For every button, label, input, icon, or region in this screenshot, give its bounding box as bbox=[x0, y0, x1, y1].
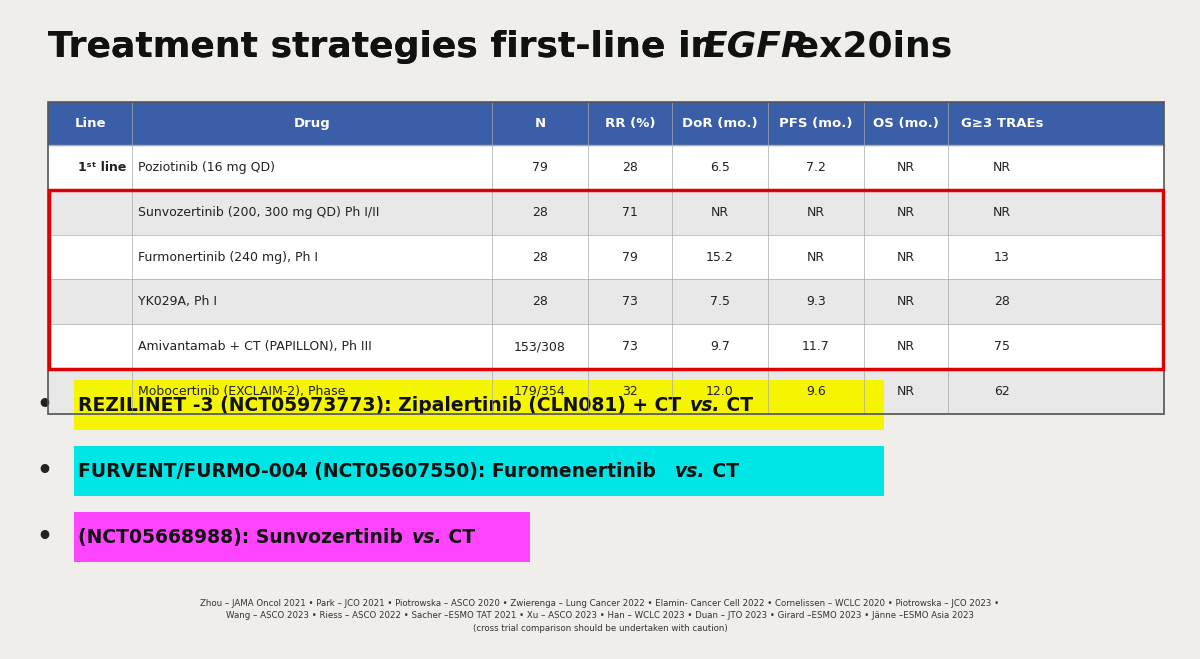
Text: NR: NR bbox=[896, 385, 916, 398]
Bar bbox=[48, 324, 1164, 369]
Text: Mobocertinib (EXCLAIM-2), Phase: Mobocertinib (EXCLAIM-2), Phase bbox=[138, 385, 346, 398]
Text: Amivantamab + CT (PAPILLON), Ph III: Amivantamab + CT (PAPILLON), Ph III bbox=[138, 340, 372, 353]
Text: 28: 28 bbox=[622, 161, 638, 174]
Text: •: • bbox=[36, 525, 52, 549]
Text: NR: NR bbox=[896, 295, 916, 308]
Text: (NCT05668988): Sunvozertinib: (NCT05668988): Sunvozertinib bbox=[78, 528, 409, 546]
Text: 32: 32 bbox=[622, 385, 638, 398]
Text: •: • bbox=[36, 459, 52, 483]
FancyBboxPatch shape bbox=[74, 512, 530, 562]
Text: PFS (mo.): PFS (mo.) bbox=[779, 117, 853, 130]
Text: vs.: vs. bbox=[412, 528, 442, 546]
FancyBboxPatch shape bbox=[48, 102, 1164, 145]
Text: 79: 79 bbox=[532, 161, 548, 174]
Bar bbox=[48, 190, 1164, 235]
Text: NR: NR bbox=[992, 206, 1012, 219]
Bar bbox=[48, 235, 1164, 279]
Bar bbox=[48, 279, 1164, 324]
Bar bbox=[48, 369, 1164, 414]
Text: OS (mo.): OS (mo.) bbox=[874, 117, 938, 130]
Text: •: • bbox=[36, 393, 52, 417]
Text: 7.2: 7.2 bbox=[806, 161, 826, 174]
Text: FURVENT/FURMO-004 (NCT05607550): Furomenertinib: FURVENT/FURMO-004 (NCT05607550): Furomen… bbox=[78, 462, 662, 480]
Text: Furmonertinib (240 mg), Ph I: Furmonertinib (240 mg), Ph I bbox=[138, 250, 318, 264]
Text: vs.: vs. bbox=[690, 396, 720, 415]
Text: G≥3 TRAEs: G≥3 TRAEs bbox=[961, 117, 1043, 130]
Text: 71: 71 bbox=[622, 206, 638, 219]
Text: NR: NR bbox=[806, 250, 826, 264]
Text: Treatment strategies first-line in: Treatment strategies first-line in bbox=[48, 30, 728, 64]
Text: CT: CT bbox=[720, 396, 754, 415]
Text: 28: 28 bbox=[994, 295, 1010, 308]
Text: 73: 73 bbox=[622, 340, 638, 353]
Text: 153/308: 153/308 bbox=[514, 340, 566, 353]
Text: YK029A, Ph I: YK029A, Ph I bbox=[138, 295, 217, 308]
Text: Drug: Drug bbox=[294, 117, 330, 130]
Text: 1ˢᵗ line: 1ˢᵗ line bbox=[78, 161, 126, 174]
Text: 13: 13 bbox=[994, 250, 1010, 264]
Text: DoR (mo.): DoR (mo.) bbox=[682, 117, 758, 130]
Text: NR: NR bbox=[896, 250, 916, 264]
Text: 28: 28 bbox=[532, 206, 548, 219]
Text: 28: 28 bbox=[532, 295, 548, 308]
Text: vs.: vs. bbox=[674, 462, 704, 480]
Text: Line: Line bbox=[74, 117, 106, 130]
Bar bbox=[48, 145, 1164, 190]
Text: CT: CT bbox=[706, 462, 739, 480]
Text: 73: 73 bbox=[622, 295, 638, 308]
Text: Zhou – JAMA Oncol 2021 • Park – JCO 2021 • Piotrowska – ASCO 2020 • Zwierenga – : Zhou – JAMA Oncol 2021 • Park – JCO 2021… bbox=[200, 598, 1000, 633]
Text: 179/354: 179/354 bbox=[514, 385, 566, 398]
Text: 79: 79 bbox=[622, 250, 638, 264]
Text: RR (%): RR (%) bbox=[605, 117, 655, 130]
Text: Poziotinib (16 mg QD): Poziotinib (16 mg QD) bbox=[138, 161, 275, 174]
Text: 15.2: 15.2 bbox=[706, 250, 734, 264]
Text: 9.7: 9.7 bbox=[710, 340, 730, 353]
Text: 28: 28 bbox=[532, 250, 548, 264]
Text: NR: NR bbox=[806, 206, 826, 219]
Text: Sunvozertinib (200, 300 mg QD) Ph I/II: Sunvozertinib (200, 300 mg QD) Ph I/II bbox=[138, 206, 379, 219]
Text: 75: 75 bbox=[994, 340, 1010, 353]
Text: ex20ins: ex20ins bbox=[782, 30, 953, 64]
Text: NR: NR bbox=[896, 206, 916, 219]
Text: 12.0: 12.0 bbox=[706, 385, 734, 398]
Text: NR: NR bbox=[992, 161, 1012, 174]
Text: EGFR: EGFR bbox=[702, 30, 809, 64]
FancyBboxPatch shape bbox=[74, 446, 884, 496]
Text: REZILINET -3 (NCT05973773): Zipalertinib (CLN081) + CT: REZILINET -3 (NCT05973773): Zipalertinib… bbox=[78, 396, 688, 415]
Text: NR: NR bbox=[896, 340, 916, 353]
Text: 9.6: 9.6 bbox=[806, 385, 826, 398]
Text: NR: NR bbox=[710, 206, 730, 219]
Text: 62: 62 bbox=[994, 385, 1010, 398]
Text: Treatment strategies first-line in: Treatment strategies first-line in bbox=[48, 30, 728, 64]
Text: 11.7: 11.7 bbox=[802, 340, 830, 353]
FancyBboxPatch shape bbox=[74, 380, 884, 430]
Text: CT: CT bbox=[442, 528, 475, 546]
Text: NR: NR bbox=[896, 161, 916, 174]
Text: 7.5: 7.5 bbox=[710, 295, 730, 308]
Text: 9.3: 9.3 bbox=[806, 295, 826, 308]
Text: N: N bbox=[534, 117, 546, 130]
Text: 6.5: 6.5 bbox=[710, 161, 730, 174]
